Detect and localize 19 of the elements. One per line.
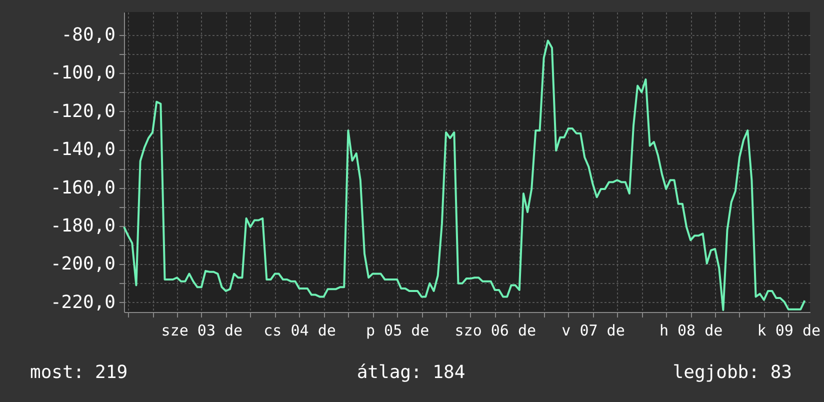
text: most: 219: [30, 362, 128, 383]
x-tick-label: sze 03 de: [161, 322, 243, 340]
y-tick-label: -140,0: [50, 139, 116, 160]
y-tick-label: -200,0: [50, 254, 116, 275]
x-tick-label: p 05 de: [366, 322, 430, 340]
y-tick-label: -100,0: [50, 62, 116, 84]
text: legjobb: 83: [672, 362, 792, 383]
y-tick-label: -120,0: [50, 100, 116, 122]
y-tick-label: -160,0: [50, 177, 116, 198]
text: átlag: 184: [356, 362, 466, 383]
x-tick-label: v 07 de: [562, 322, 625, 340]
y-tick-label: -220,0: [50, 292, 116, 313]
x-tick-label: k 09 de: [757, 322, 821, 340]
x-tick-label: szo 06 de: [454, 322, 536, 340]
x-tick-label: h 08 de: [659, 322, 723, 340]
y-tick-label: -80,0: [61, 24, 116, 46]
line-series: [123, 40, 806, 312]
x-tick-label: cs 04 de: [264, 322, 336, 340]
y-tick-label: -180,0: [50, 216, 116, 237]
